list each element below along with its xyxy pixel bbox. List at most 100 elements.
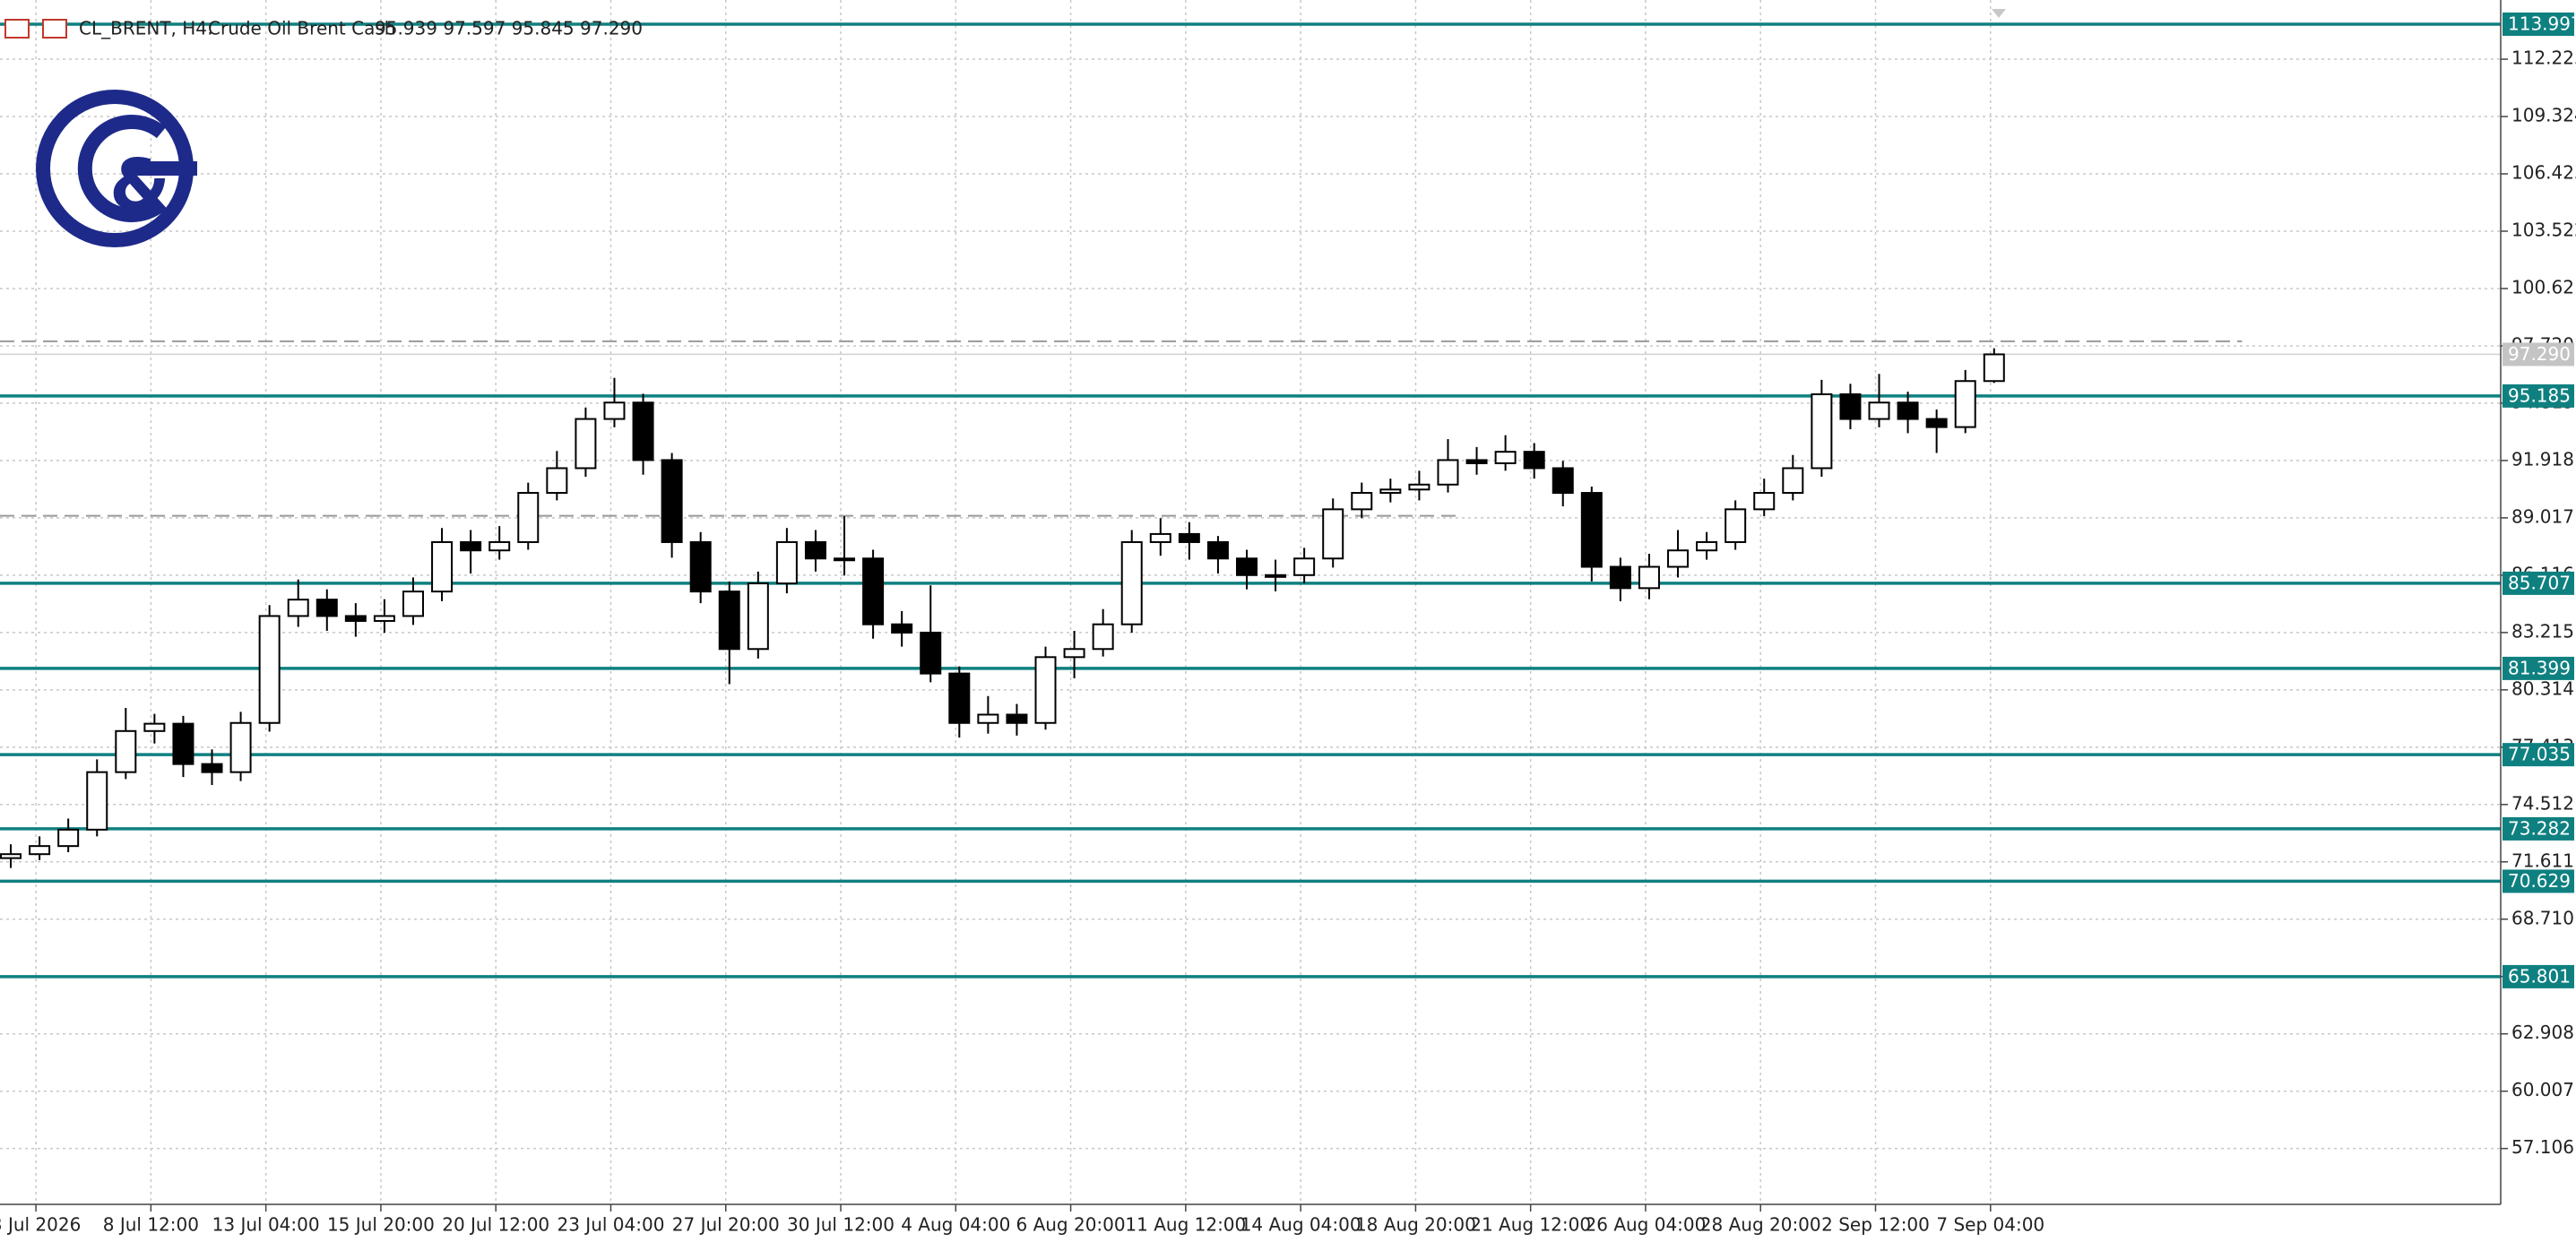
- candle-body: [1235, 557, 1258, 576]
- candle-body: [948, 672, 971, 724]
- level-label: 77.035: [2508, 744, 2571, 765]
- candle-body: [1954, 380, 1976, 428]
- candle-body: [431, 540, 454, 593]
- candle-body: [1552, 467, 1574, 495]
- x-tick-label: 26 Aug 04:00: [1586, 1214, 1707, 1236]
- candle-body: [1206, 540, 1229, 560]
- level-label-box: [2503, 743, 2574, 767]
- candle-body: [344, 615, 367, 622]
- level-label-box: [2503, 12, 2574, 36]
- x-tick-label: 8 Jul 12:00: [103, 1214, 199, 1236]
- x-tick-label: 21 Aug 12:00: [1470, 1214, 1591, 1236]
- candle-body: [258, 615, 281, 724]
- y-tick-label: 68.710: [2511, 907, 2574, 928]
- candle-body: [1465, 459, 1488, 464]
- candle-body: [1696, 540, 1718, 552]
- candle-body: [1925, 418, 1948, 428]
- header-icons: [4, 19, 67, 39]
- candle-body: [1897, 401, 1919, 420]
- x-tick-label: 18 Aug 20:00: [1355, 1214, 1476, 1236]
- quote: 95.939 97.597 95.845 97.290: [375, 18, 643, 39]
- grid: [0, 0, 2501, 1204]
- y-tick-label: 83.215: [2511, 620, 2574, 642]
- level-label: 113.997: [2508, 13, 2576, 34]
- candle-body: [1351, 492, 1373, 511]
- candle-body: [402, 591, 424, 617]
- level-label: 95.185: [2508, 384, 2571, 406]
- candle-body: [1868, 401, 1890, 420]
- x-tick-label: 28 Aug 20:00: [1700, 1214, 1821, 1236]
- candle-body: [1725, 508, 1747, 543]
- y-tick-label: 100.621: [2511, 276, 2576, 298]
- candle-body: [603, 401, 626, 420]
- logo-c: [77, 115, 167, 222]
- candle-body: [977, 713, 999, 724]
- y-tick-label: 80.314: [2511, 677, 2574, 699]
- candle-body: [1063, 648, 1085, 659]
- x-tick-label: 6 Aug 20:00: [1016, 1214, 1125, 1236]
- symbol: CL_BRENT, H4:: [79, 18, 213, 39]
- candle-body: [460, 540, 482, 552]
- candle-body: [1811, 392, 1833, 470]
- candle-body: [1983, 353, 2005, 383]
- axes: [0, 0, 2502, 1205]
- candle-body: [1006, 713, 1028, 724]
- candle-body: [862, 557, 885, 625]
- candle-body: [689, 540, 712, 593]
- x-tick-label: 11 Aug 12:00: [1125, 1214, 1246, 1236]
- x-tick-label: 4 Aug 04:00: [901, 1214, 1010, 1236]
- candle-body: [1437, 459, 1459, 486]
- candles: [0, 348, 2005, 868]
- candle-body: [1782, 467, 1804, 495]
- candle-body: [1609, 565, 1631, 590]
- candle-body: [891, 623, 913, 634]
- level-label-box: [2503, 869, 2574, 893]
- level-label: 81.399: [2508, 657, 2571, 678]
- x-tick-label: 20 Jul 12:00: [442, 1214, 549, 1236]
- description: Crude Oil Brent Cash: [208, 18, 395, 39]
- candle-body: [29, 845, 51, 856]
- level-label-box: [2503, 384, 2574, 408]
- candle-body: [747, 582, 769, 651]
- x-tick-label: 3 Jul 2026: [0, 1214, 81, 1236]
- x-tick-label: 14 Aug 04:00: [1240, 1214, 1361, 1236]
- candle-body: [546, 467, 568, 495]
- candle-body: [632, 401, 654, 461]
- x-tick-label: 27 Jul 20:00: [672, 1214, 780, 1236]
- candle-body: [718, 591, 740, 651]
- candle-body: [775, 540, 798, 585]
- level-label-box: [2503, 816, 2574, 841]
- level-label-box: [2503, 571, 2574, 595]
- candle-body: [1667, 549, 1690, 568]
- candle-body: [201, 763, 223, 773]
- candle-body: [229, 721, 252, 773]
- candle-body: [575, 418, 597, 470]
- x-tick-label: 30 Jul 12:00: [787, 1214, 895, 1236]
- y-tick-label: 91.918: [2511, 448, 2574, 470]
- candle-body: [1120, 540, 1143, 625]
- candle-body: [172, 722, 194, 765]
- level-label: 73.282: [2508, 817, 2571, 839]
- candle-body: [804, 540, 826, 560]
- candle-body: [1523, 451, 1545, 470]
- y-tick-label: 62.908: [2511, 1022, 2574, 1043]
- candle-body: [316, 599, 338, 617]
- candle-body: [1293, 557, 1316, 576]
- y-tick-label: 89.017: [2511, 505, 2574, 527]
- y-tick-label: 60.007: [2511, 1079, 2574, 1100]
- last-price-label-box: [2503, 342, 2574, 367]
- marker: [1992, 9, 2006, 18]
- candle-body: [834, 557, 856, 562]
- x-tick-label: 13 Jul 04:00: [212, 1214, 320, 1236]
- x-tick-label: 7 Sep 04:00: [1936, 1214, 2044, 1236]
- level-label-box: [2503, 656, 2574, 680]
- candle-body: [57, 828, 80, 848]
- candle-body: [0, 853, 22, 859]
- y-tick-label: 112.225: [2511, 47, 2576, 69]
- labels: 112.225109.324106.423103.522100.62197.72…: [0, 12, 2576, 1236]
- x-tick-label: 2 Sep 12:00: [1821, 1214, 1930, 1236]
- candle-body: [1638, 565, 1660, 590]
- y-tick-label: 103.522: [2511, 219, 2576, 240]
